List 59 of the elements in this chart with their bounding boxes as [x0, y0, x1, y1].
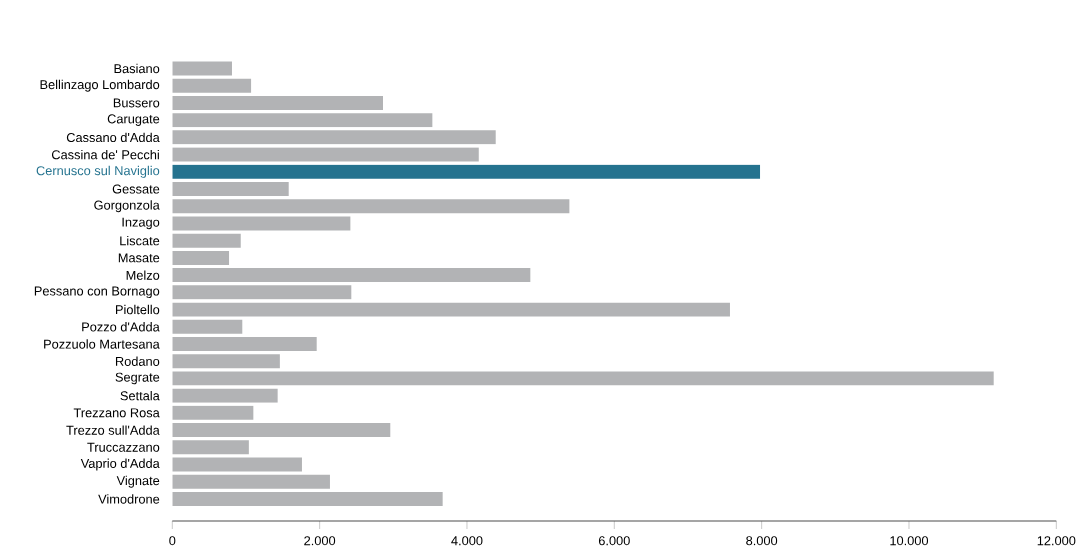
bar [172, 320, 243, 334]
y-tick-label: Bussero [113, 98, 160, 108]
bar [172, 130, 496, 145]
x-tick-label: 2.000 [304, 536, 336, 546]
y-tick-label: Carugate [107, 114, 160, 127]
y-tick-label: Truccazzano [87, 443, 160, 453]
x-tick-label: 0 [169, 536, 176, 546]
y-tick-label: Cernusco sul Naviglio [36, 166, 160, 178]
bar [172, 113, 433, 128]
bar [172, 61, 232, 76]
x-tick-label: 4.000 [451, 536, 483, 546]
y-tick-label: Cassano d'Adda [66, 132, 160, 143]
y-tick-label: Inzago [122, 217, 160, 230]
y-tick-label: Gorgonzola [94, 200, 160, 213]
y-tick-label: Settala [120, 391, 160, 401]
y-tick-label: Rodano [115, 356, 160, 367]
bar [172, 216, 351, 231]
y-tick-label: Vaprio d'Adda [80, 458, 160, 471]
x-tick-label: 6.000 [598, 536, 630, 546]
y-tick-label: Segrate [115, 372, 160, 385]
bar [172, 182, 289, 197]
bar [172, 423, 391, 438]
y-tick-label: Pessano con Bornago [34, 286, 160, 299]
bar [172, 285, 352, 300]
x-tick-label: 10.000 [890, 536, 929, 546]
bar [172, 371, 994, 386]
x-tick-label: 12.000 [1037, 536, 1076, 546]
y-tick-label: Masate [118, 253, 160, 263]
y-tick-label: Pozzo d'Adda [82, 322, 160, 332]
y-tick-label: Liscate [120, 236, 160, 246]
y-tick-label: Vimodrone [98, 494, 160, 504]
bar [172, 96, 383, 111]
bar [172, 268, 531, 283]
x-tick-label: 8.000 [746, 536, 778, 546]
bar [172, 199, 570, 214]
bar [172, 251, 230, 266]
y-tick-label: Pioltello [116, 305, 160, 315]
bar [172, 78, 252, 93]
y-tick-label: Vignate [116, 476, 160, 488]
y-tick-label: Bellinzago Lombardo [40, 79, 160, 92]
bar [172, 492, 443, 507]
bar [172, 337, 317, 352]
bar [172, 233, 241, 248]
bar [172, 354, 280, 369]
y-tick-label: Gessate [112, 184, 160, 194]
bar [172, 474, 330, 489]
bar [172, 440, 249, 455]
y-tick-label: Trezzano Rosa [73, 408, 160, 418]
bar [172, 388, 278, 403]
y-tick-label: Trezzo sull'Adda [66, 425, 160, 436]
y-tick-label: Basiano [114, 64, 160, 74]
bar [172, 457, 302, 472]
y-tick-label: Melzo [126, 270, 160, 281]
bar [172, 406, 254, 421]
y-tick-label: Cassina de' Pecchi [51, 150, 159, 160]
bar [172, 165, 761, 180]
bar [172, 302, 730, 317]
y-tick-label: Pozzuolo Martesana [44, 339, 160, 349]
bar [172, 147, 479, 162]
